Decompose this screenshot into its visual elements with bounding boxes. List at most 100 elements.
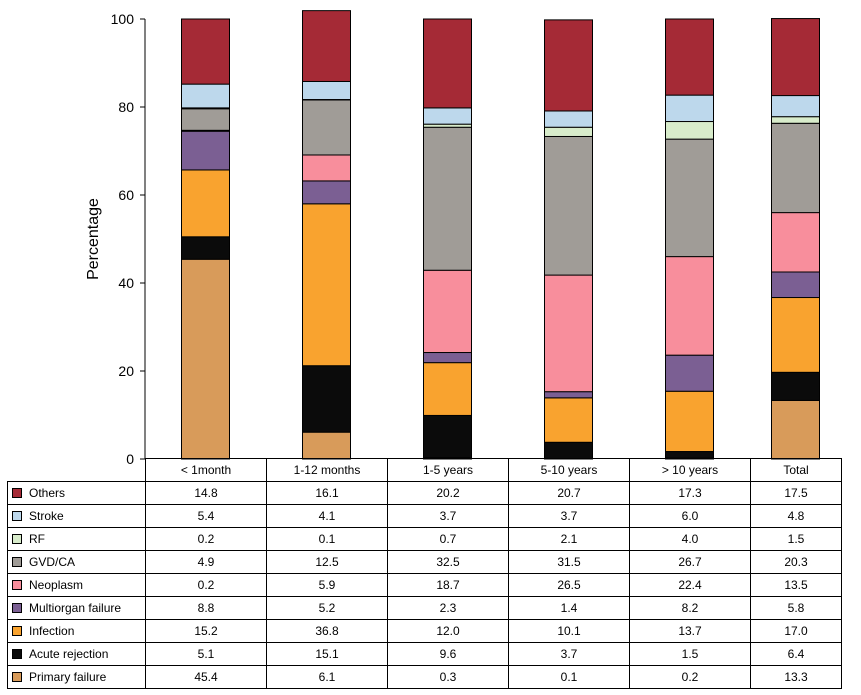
bar-stack (665, 18, 714, 460)
value-cell: 4.1 (266, 504, 388, 528)
value-cell: 5.2 (266, 596, 388, 620)
bar-segment (181, 108, 230, 131)
table-row: GVD/CA 4.9 12.5 32.5 31.5 26.7 20.3 (7, 550, 842, 574)
legend-cell: GVD/CA (7, 550, 146, 574)
legend-label: Infection (29, 624, 75, 638)
table-row: Multiorgan failure 8.8 5.2 2.3 1.4 8.2 5.8 (7, 596, 842, 620)
value-cell: 3.7 (508, 504, 630, 528)
bar-segment (423, 107, 472, 125)
bar-segment (544, 397, 593, 443)
bar-segment (544, 441, 593, 460)
value-cell: 17.3 (629, 481, 751, 505)
value-cell: 20.3 (750, 550, 842, 574)
data-table: < 1month 1-12 months 1-5 years 5-10 years > … (7, 458, 842, 689)
value-cell: 6.4 (750, 642, 842, 666)
value-cell: 6.0 (629, 504, 751, 528)
legend-label: RF (29, 532, 45, 546)
value-cell: 22.4 (629, 573, 751, 597)
bar-segment (302, 365, 351, 433)
value-cell: 5.8 (750, 596, 842, 620)
category-header: > 10 years (629, 458, 751, 482)
legend-label: Others (29, 486, 66, 500)
bar-segment (181, 18, 230, 85)
value-cell: 16.1 (266, 481, 388, 505)
value-cell: 0.2 (629, 665, 751, 689)
y-tick-label: 60 (118, 187, 134, 203)
value-cell: 17.5 (750, 481, 842, 505)
bar-segment (181, 169, 230, 238)
legend-cell: RF (7, 527, 146, 551)
value-cell: 5.4 (145, 504, 267, 528)
value-cell: 12.5 (266, 550, 388, 574)
table-header-row: < 1month 1-12 months 1-5 years 5-10 years > … (7, 458, 842, 482)
legend-swatch (12, 649, 22, 659)
legend-swatch (12, 626, 22, 636)
bar-segment (423, 362, 472, 416)
value-cell: 5.9 (266, 573, 388, 597)
bars (181, 10, 820, 460)
value-cell: 0.1 (266, 527, 388, 551)
bar-segment (544, 135, 593, 276)
bar-segment (771, 297, 820, 373)
value-cell: 32.5 (387, 550, 509, 574)
bar-segment (181, 236, 230, 260)
value-cell: 36.8 (266, 619, 388, 643)
table-row: Neoplasm 0.2 5.9 18.7 26.5 22.4 13.5 (7, 573, 842, 597)
legend-cell: Infection (7, 619, 146, 643)
bar-segment (302, 203, 351, 367)
value-cell: 4.0 (629, 527, 751, 551)
value-cell: 26.7 (629, 550, 751, 574)
value-cell: 13.3 (750, 665, 842, 689)
value-cell: 2.3 (387, 596, 509, 620)
value-cell: 0.1 (508, 665, 630, 689)
bar-segment (302, 431, 351, 460)
bar-stack (544, 19, 593, 460)
bar-segment (665, 138, 714, 258)
y-axis-label: Percentage (85, 198, 102, 280)
legend-label: Stroke (29, 509, 64, 523)
bar-segment (665, 354, 714, 392)
value-cell: 45.4 (145, 665, 267, 689)
legend-swatch (12, 488, 22, 498)
bar-segment (771, 116, 820, 124)
value-cell: 20.7 (508, 481, 630, 505)
category-header: 5-10 years (508, 458, 630, 482)
legend-cell: Neoplasm (7, 573, 146, 597)
value-cell: 4.9 (145, 550, 267, 574)
legend-label: Neoplasm (29, 578, 84, 592)
bar-segment (423, 18, 472, 109)
bar-segment (771, 122, 820, 214)
category-header: Total (750, 458, 842, 482)
legend-cell: Multiorgan failure (7, 596, 146, 620)
value-cell: 5.1 (145, 642, 267, 666)
bar-segment (302, 99, 351, 156)
table-row: Primary failure 45.4 6.1 0.3 0.1 0.2 13.3 (7, 665, 842, 689)
bar-segment (771, 271, 820, 299)
bar-segment (544, 126, 593, 137)
value-cell: 1.5 (750, 527, 842, 551)
value-cell: 1.4 (508, 596, 630, 620)
value-cell: 6.1 (266, 665, 388, 689)
table-body: Others 14.8 16.1 20.2 20.7 17.3 17.5 Stroke 5.4 4… (7, 481, 842, 689)
table-corner (7, 458, 146, 482)
bar-segment (771, 399, 820, 460)
legend-swatch (12, 603, 22, 613)
value-cell: 0.7 (387, 527, 509, 551)
value-cell: 2.1 (508, 527, 630, 551)
bar-segment (302, 10, 351, 82)
bar-segment (181, 130, 230, 171)
bar-segment (544, 110, 593, 128)
category-header: 1-12 months (266, 458, 388, 482)
value-cell: 0.3 (387, 665, 509, 689)
legend-swatch (12, 557, 22, 567)
y-tick-label: 80 (118, 99, 134, 115)
value-cell: 1.5 (629, 642, 751, 666)
value-cell: 3.7 (387, 504, 509, 528)
legend-swatch (12, 672, 22, 682)
value-cell: 8.2 (629, 596, 751, 620)
category-header: < 1month (145, 458, 267, 482)
bar-segment (423, 126, 472, 271)
value-cell: 31.5 (508, 550, 630, 574)
legend-cell: Acute rejection (7, 642, 146, 666)
